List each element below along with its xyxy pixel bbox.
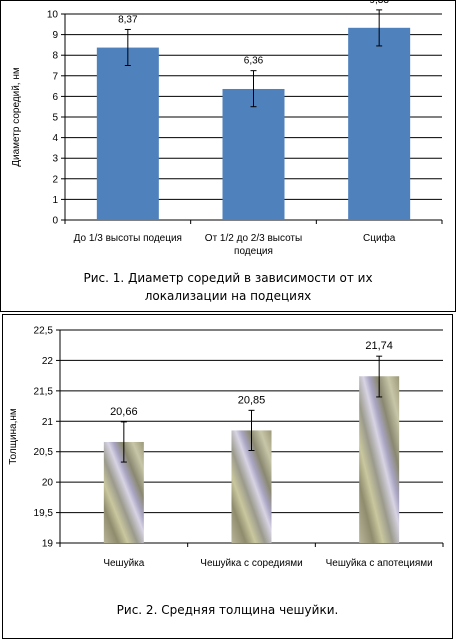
data-label: 21,74 [365, 340, 393, 352]
figure-1-caption: Рис. 1. Диаметр соредий в зависимости от… [1, 269, 455, 305]
data-label: 9,33 [369, 0, 389, 6]
y-tick-label: 1 [52, 195, 58, 206]
data-label: 20,85 [238, 394, 266, 406]
figure-1-caption-line-1: Рис. 1. Диаметр соредий в зависимости от… [83, 271, 373, 285]
diameter-bar-chart: 0 1 2 3 4 5 6 7 8 9 10 Диаметр соредий, нм 8,37 До 1/… [11, 0, 443, 257]
y-tick-label: 2 [52, 174, 58, 185]
y-tick-label: 5 [52, 113, 58, 124]
figure-2-caption: Рис. 2. Средняя толщина чешуйки. [3, 601, 452, 619]
y-tick-label: 19 [42, 539, 54, 550]
y-tick-label: 21 [42, 417, 54, 428]
y-tick-label: 19,5 [34, 508, 54, 519]
y-tick-label: 9 [52, 30, 58, 41]
bar [222, 88, 285, 220]
x-tick-label: Чешуйка с апотециями [326, 558, 433, 569]
thickness-bar-chart: 19 19,5 20 20,5 21 21,5 22 22,5 Толщина,нм 20,66 Ч… [8, 326, 444, 569]
figure-1-caption-line-2: локализации на подециях [144, 289, 312, 303]
y-tick-label: 20 [42, 478, 54, 489]
y-tick-label: 10 [47, 10, 59, 21]
figure-2-panel: 19 19,5 20 20,5 21 21,5 22 22,5 Толщина,нм 20,66 Ч… [2, 314, 453, 639]
bar [96, 47, 159, 220]
x-tick-label: подеция [234, 246, 273, 257]
y-tick-label: 4 [52, 133, 58, 144]
figure-2-caption-line-1: Рис. 2. Средняя толщина чешуйки. [116, 603, 339, 617]
data-label: 8,37 [118, 14, 138, 25]
x-tick-label: Чешуйка [103, 558, 144, 569]
y-tick-label: 7 [52, 71, 58, 82]
y-tick-label: 3 [52, 154, 58, 165]
y-tick-label: 6 [52, 92, 58, 103]
y-tick-label: 22 [42, 356, 54, 367]
x-tick-label: Сцифа [363, 232, 396, 244]
y-axis-title: Диаметр соредий, нм [11, 67, 22, 167]
bar [348, 27, 411, 220]
y-tick-label: 8 [52, 51, 58, 62]
figure-1-panel: 0 1 2 3 4 5 6 7 8 9 10 Диаметр соредий, нм 8,37 До 1/… [0, 0, 456, 312]
y-tick-label: 21,5 [34, 386, 54, 397]
x-tick-label: Чешуйка с соредиями [200, 558, 302, 569]
x-tick-label: От 1/2 до 2/3 высоты [205, 233, 302, 244]
data-label: 6,36 [244, 56, 264, 67]
y-tick-label: 22,5 [34, 326, 54, 337]
y-axis-title: Толщина,нм [8, 408, 19, 465]
y-tick-label: 0 [52, 216, 58, 227]
bar [359, 376, 400, 543]
x-tick-label: До 1/3 высоты подеция [74, 233, 182, 244]
y-tick-label: 20,5 [34, 447, 54, 458]
data-label: 20,66 [110, 406, 138, 418]
